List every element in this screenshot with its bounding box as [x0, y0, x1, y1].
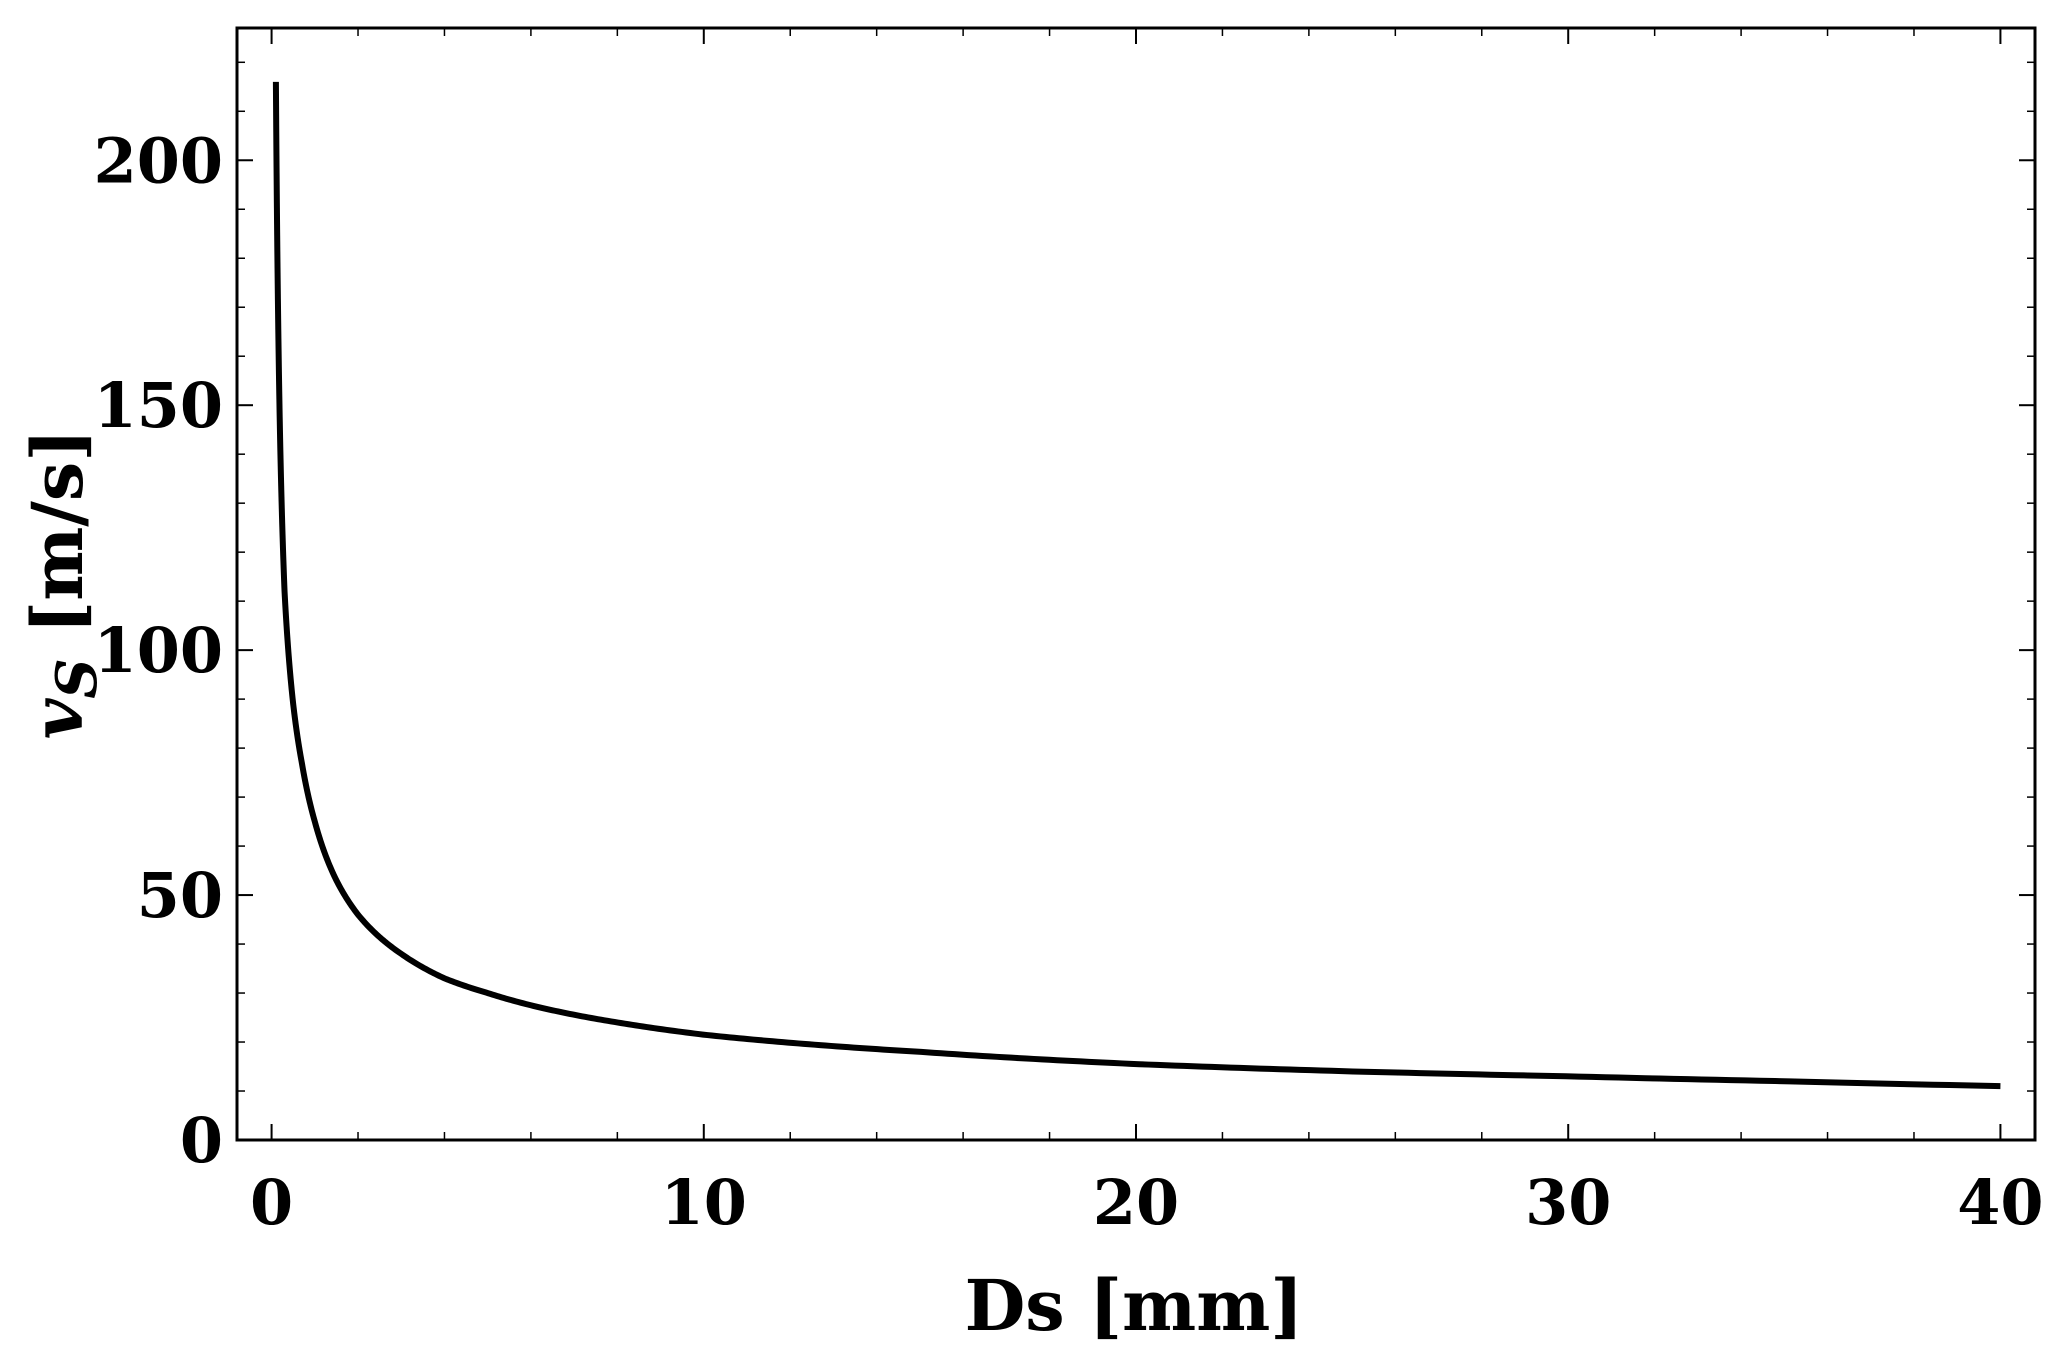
- x-tick-label: 0: [250, 1166, 293, 1239]
- x-tick-label: 10: [661, 1166, 747, 1239]
- series-line: [272, 81, 2001, 1090]
- x-tick-label: 20: [1093, 1166, 1179, 1239]
- plot-frame: [235, 26, 2037, 1142]
- y-axis-label-subscript: S: [44, 658, 110, 698]
- ticks-layer: [237, 28, 2035, 1141]
- tick-labels-layer: 0 10 20 30 40 0 50 100 150 200: [94, 124, 2044, 1239]
- x-tick-label: 40: [1957, 1166, 2043, 1239]
- y-tick-label: 200: [94, 124, 223, 197]
- y-axis-label: vS [m/s]: [16, 429, 110, 740]
- y-axis-label-unit: [m/s]: [16, 429, 99, 659]
- y-axis-label-main: v: [16, 697, 99, 739]
- x-tick-label: 30: [1525, 1166, 1611, 1239]
- y-tick-label: 0: [180, 1104, 223, 1177]
- x-axis-label: Ds [mm]: [965, 1264, 1304, 1347]
- y-tick-label: 100: [94, 614, 223, 687]
- y-tick-label: 50: [137, 859, 223, 932]
- y-tick-label: 150: [94, 369, 223, 442]
